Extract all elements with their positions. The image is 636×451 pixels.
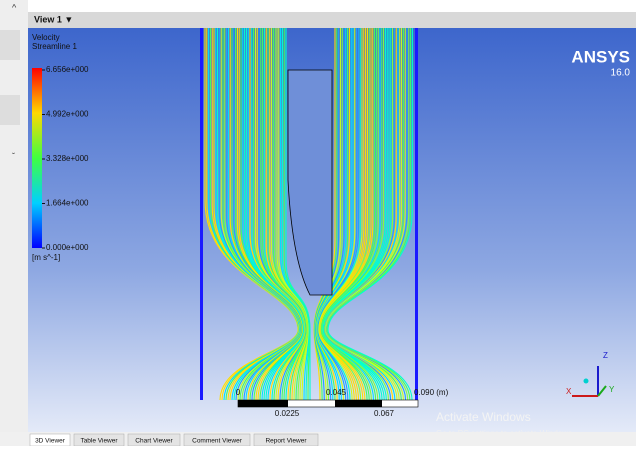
streamlines bbox=[204, 28, 413, 401]
scale-label: 0.090 (m) bbox=[414, 388, 449, 397]
watermark-title: Activate Windows bbox=[436, 410, 531, 424]
scale-bar bbox=[237, 399, 419, 408]
x-label: X bbox=[566, 387, 572, 396]
scale-segment bbox=[335, 400, 382, 407]
tab-label[interactable]: Report Viewer bbox=[265, 438, 307, 445]
streamline bbox=[327, 28, 413, 401]
streamline bbox=[285, 28, 311, 400]
legend-labels: 6.656e+000 4.992e+000 3.328e+000 1.664e+000… bbox=[42, 65, 89, 252]
legend-unit: [m s^-1] bbox=[32, 253, 60, 262]
scale-label: 0.067 bbox=[374, 409, 395, 418]
view-selector[interactable]: View 1 ▼ bbox=[34, 14, 73, 24]
scale-segment bbox=[238, 400, 288, 407]
legend-subtitle: Streamline 1 bbox=[32, 42, 77, 51]
channel-wall bbox=[415, 28, 418, 400]
origin-dot bbox=[583, 378, 589, 384]
scroll-down[interactable]: ˇ bbox=[12, 151, 15, 161]
legend-label: 1.664e+000 bbox=[46, 199, 89, 208]
side-panel bbox=[0, 0, 28, 432]
tab-label[interactable]: Comment Viewer bbox=[192, 438, 243, 445]
logo: ANSYS bbox=[571, 47, 630, 66]
obstacle bbox=[287, 69, 333, 296]
tab-label[interactable]: Table Viewer bbox=[80, 438, 118, 445]
y-axis bbox=[597, 385, 607, 397]
side-item bbox=[0, 95, 20, 125]
legend-label: 4.992e+000 bbox=[46, 110, 89, 119]
color-bar bbox=[32, 68, 42, 248]
tab-label[interactable]: Chart Viewer bbox=[135, 438, 173, 445]
tab-label[interactable]: 3D Viewer bbox=[35, 438, 66, 445]
legend-label: 0.000e+000 bbox=[46, 243, 89, 252]
legend-title: Velocity bbox=[32, 33, 60, 42]
tabs: 3D Viewer Table Viewer Chart Viewer Comment… bbox=[29, 433, 319, 447]
scroll-up[interactable]: ^ bbox=[12, 2, 17, 12]
axis-triad bbox=[572, 366, 607, 397]
z-label: Z bbox=[603, 351, 608, 360]
scale-label: 0 bbox=[236, 388, 241, 397]
legend-label: 6.656e+000 bbox=[46, 65, 89, 74]
legend-label: 3.328e+000 bbox=[46, 154, 89, 163]
scale-label: 0.0225 bbox=[275, 409, 300, 418]
logo-version: 16.0 bbox=[611, 68, 631, 79]
channel-wall bbox=[200, 28, 203, 400]
view-header bbox=[28, 12, 636, 28]
scale-label: 0.045 bbox=[326, 388, 347, 397]
side-item bbox=[0, 30, 20, 60]
y-label: Y bbox=[609, 385, 615, 394]
